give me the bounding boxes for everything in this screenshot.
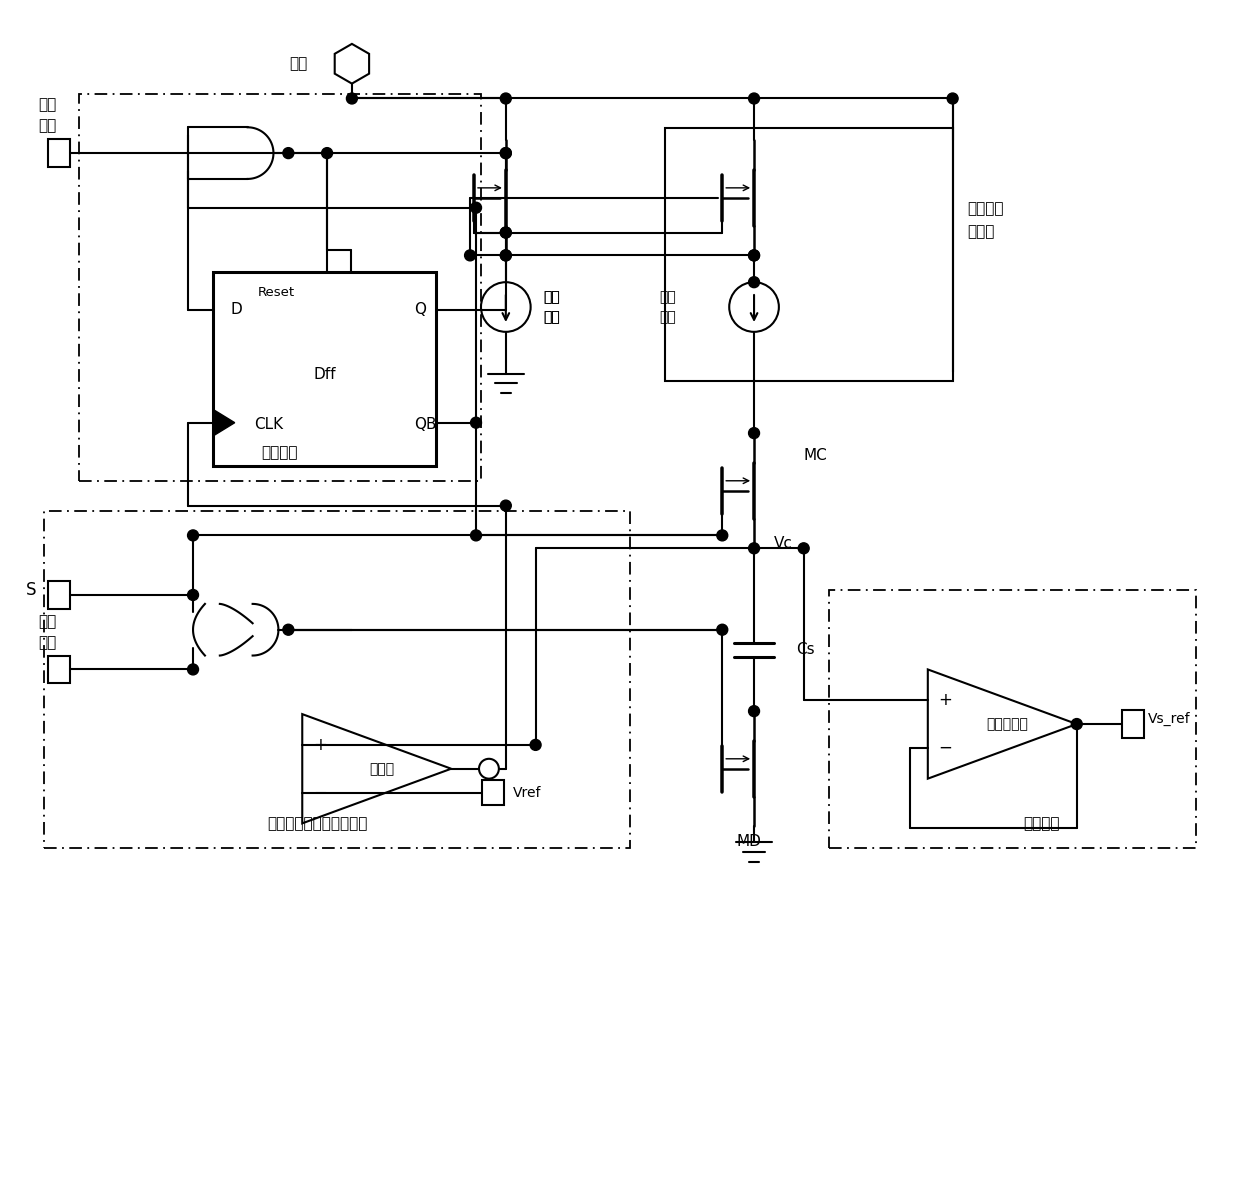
Circle shape <box>749 427 760 439</box>
Text: Vs_ref: Vs_ref <box>1148 712 1190 726</box>
Circle shape <box>470 530 481 540</box>
Bar <box>45 511 630 848</box>
Circle shape <box>501 250 511 261</box>
Bar <box>665 129 952 381</box>
Bar <box>48 656 69 683</box>
Circle shape <box>187 664 198 675</box>
Circle shape <box>501 500 511 511</box>
Text: MC: MC <box>804 448 827 464</box>
Text: MD: MD <box>737 834 761 848</box>
Text: D: D <box>231 302 243 317</box>
Circle shape <box>470 418 481 428</box>
Circle shape <box>501 148 511 158</box>
Circle shape <box>501 227 511 238</box>
Text: Dff: Dff <box>314 367 336 381</box>
Text: 运算放大器: 运算放大器 <box>986 717 1028 732</box>
Circle shape <box>346 93 357 104</box>
Text: CLK: CLK <box>254 417 284 432</box>
Circle shape <box>501 148 511 158</box>
Circle shape <box>501 250 511 261</box>
Circle shape <box>749 250 760 261</box>
Circle shape <box>470 202 481 214</box>
Text: 偏置
电流: 偏置 电流 <box>543 290 560 323</box>
Text: 偏置
电流: 偏置 电流 <box>543 290 560 323</box>
Text: 电源: 电源 <box>289 57 308 71</box>
Bar <box>213 273 436 466</box>
Text: −: − <box>939 739 952 756</box>
Text: Vc: Vc <box>774 536 792 551</box>
Text: 充电电流
发生器: 充电电流 发生器 <box>967 202 1004 238</box>
Text: +: + <box>314 736 327 754</box>
Circle shape <box>799 543 810 553</box>
Circle shape <box>749 250 760 261</box>
Circle shape <box>283 624 294 635</box>
Circle shape <box>283 148 294 158</box>
Text: QB: QB <box>414 417 436 432</box>
Text: Cs: Cs <box>796 642 815 657</box>
Bar <box>482 780 503 806</box>
Circle shape <box>465 250 475 261</box>
Circle shape <box>501 227 511 238</box>
Bar <box>1122 710 1145 738</box>
Circle shape <box>749 277 760 288</box>
Text: −: − <box>314 784 327 801</box>
Bar <box>48 581 69 609</box>
Circle shape <box>717 530 728 540</box>
Circle shape <box>947 93 959 104</box>
Circle shape <box>749 706 760 716</box>
Text: 关断电路: 关断电路 <box>262 446 298 460</box>
Text: 使能
信号: 使能 信号 <box>38 614 56 650</box>
Bar <box>79 93 481 480</box>
Circle shape <box>187 590 198 601</box>
Bar <box>48 139 69 168</box>
Text: S: S <box>26 581 36 599</box>
Circle shape <box>321 148 332 158</box>
Circle shape <box>187 530 198 540</box>
Text: 复位
信号: 复位 信号 <box>38 98 56 133</box>
Text: 限流电路: 限流电路 <box>1024 815 1060 831</box>
Circle shape <box>501 93 511 104</box>
Circle shape <box>1071 719 1083 729</box>
Text: Vref: Vref <box>513 786 542 800</box>
Text: 软启动过程结束判断电路: 软启动过程结束判断电路 <box>267 815 367 831</box>
Text: Q: Q <box>414 302 427 317</box>
Text: Reset: Reset <box>258 286 295 299</box>
Bar <box>828 590 1195 848</box>
Circle shape <box>749 93 760 104</box>
Text: 充电
电流: 充电 电流 <box>660 290 677 323</box>
Polygon shape <box>213 409 234 437</box>
Text: 比较器: 比较器 <box>370 762 394 775</box>
Circle shape <box>717 624 728 635</box>
Text: +: + <box>939 691 952 709</box>
Circle shape <box>749 543 760 553</box>
Circle shape <box>531 740 541 750</box>
